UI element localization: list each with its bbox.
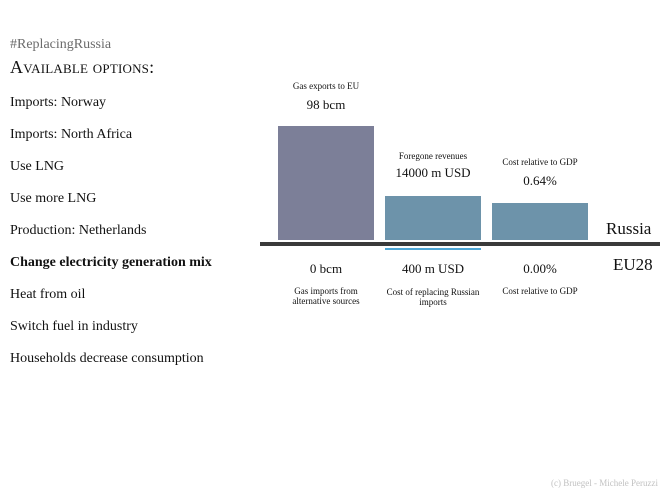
russia-gdp-value: 0.64% xyxy=(523,173,557,188)
russia-revenues-bar xyxy=(385,196,481,240)
russia-gas-exports-title: Gas exports to EU xyxy=(292,81,360,91)
options-list: Imports: Norway Imports: North Africa Us… xyxy=(10,95,212,383)
russia-gdp-bar xyxy=(492,203,588,240)
credit-text: (c) Bruegel - Michele Peruzzi xyxy=(551,478,658,488)
eu28-gas-imports-value: 0 bcm xyxy=(309,261,343,276)
russia-revenues-value: 14000 m USD xyxy=(395,165,471,180)
eu28-cost-replacing-bar xyxy=(385,248,481,250)
russia-revenues-title: Foregone revenues xyxy=(398,151,468,161)
option-use-more-lng[interactable]: Use more LNG xyxy=(10,191,97,206)
option-imports-north-africa[interactable]: Imports: North Africa xyxy=(10,127,133,142)
option-switch-fuel-industry[interactable]: Switch fuel in industry xyxy=(10,319,138,334)
eu28-gdp-title: Cost relative to GDP xyxy=(502,286,578,296)
option-use-lng[interactable]: Use LNG xyxy=(10,159,65,174)
eu28-cost-replacing-value: 400 m USD xyxy=(401,261,465,276)
eu28-label: EU28 xyxy=(613,255,653,274)
baseline-divider xyxy=(260,242,660,246)
eu28-gas-imports-title: Gas imports from alternative sources xyxy=(292,286,360,306)
option-households-decrease[interactable]: Households decrease consumption xyxy=(10,351,204,366)
eu28-cost-replacing-title: Cost of replacing Russian imports xyxy=(386,287,480,307)
option-heat-from-oil[interactable]: Heat from oil xyxy=(10,287,86,302)
eu28-gdp-value: 0.00% xyxy=(523,261,557,276)
russia-gas-exports-value: 98 bcm xyxy=(306,97,346,112)
option-change-electricity-mix[interactable]: Change electricity generation mix xyxy=(10,255,212,270)
russia-label: Russia xyxy=(606,219,652,238)
russia-gdp-title: Cost relative to GDP xyxy=(502,157,578,167)
option-imports-norway[interactable]: Imports: Norway xyxy=(10,95,107,110)
hashtag: #ReplacingRussia xyxy=(10,37,112,52)
option-production-netherlands[interactable]: Production: Netherlands xyxy=(10,223,147,238)
russia-gas-exports-bar xyxy=(278,126,374,240)
options-title: Available options: xyxy=(10,57,155,77)
